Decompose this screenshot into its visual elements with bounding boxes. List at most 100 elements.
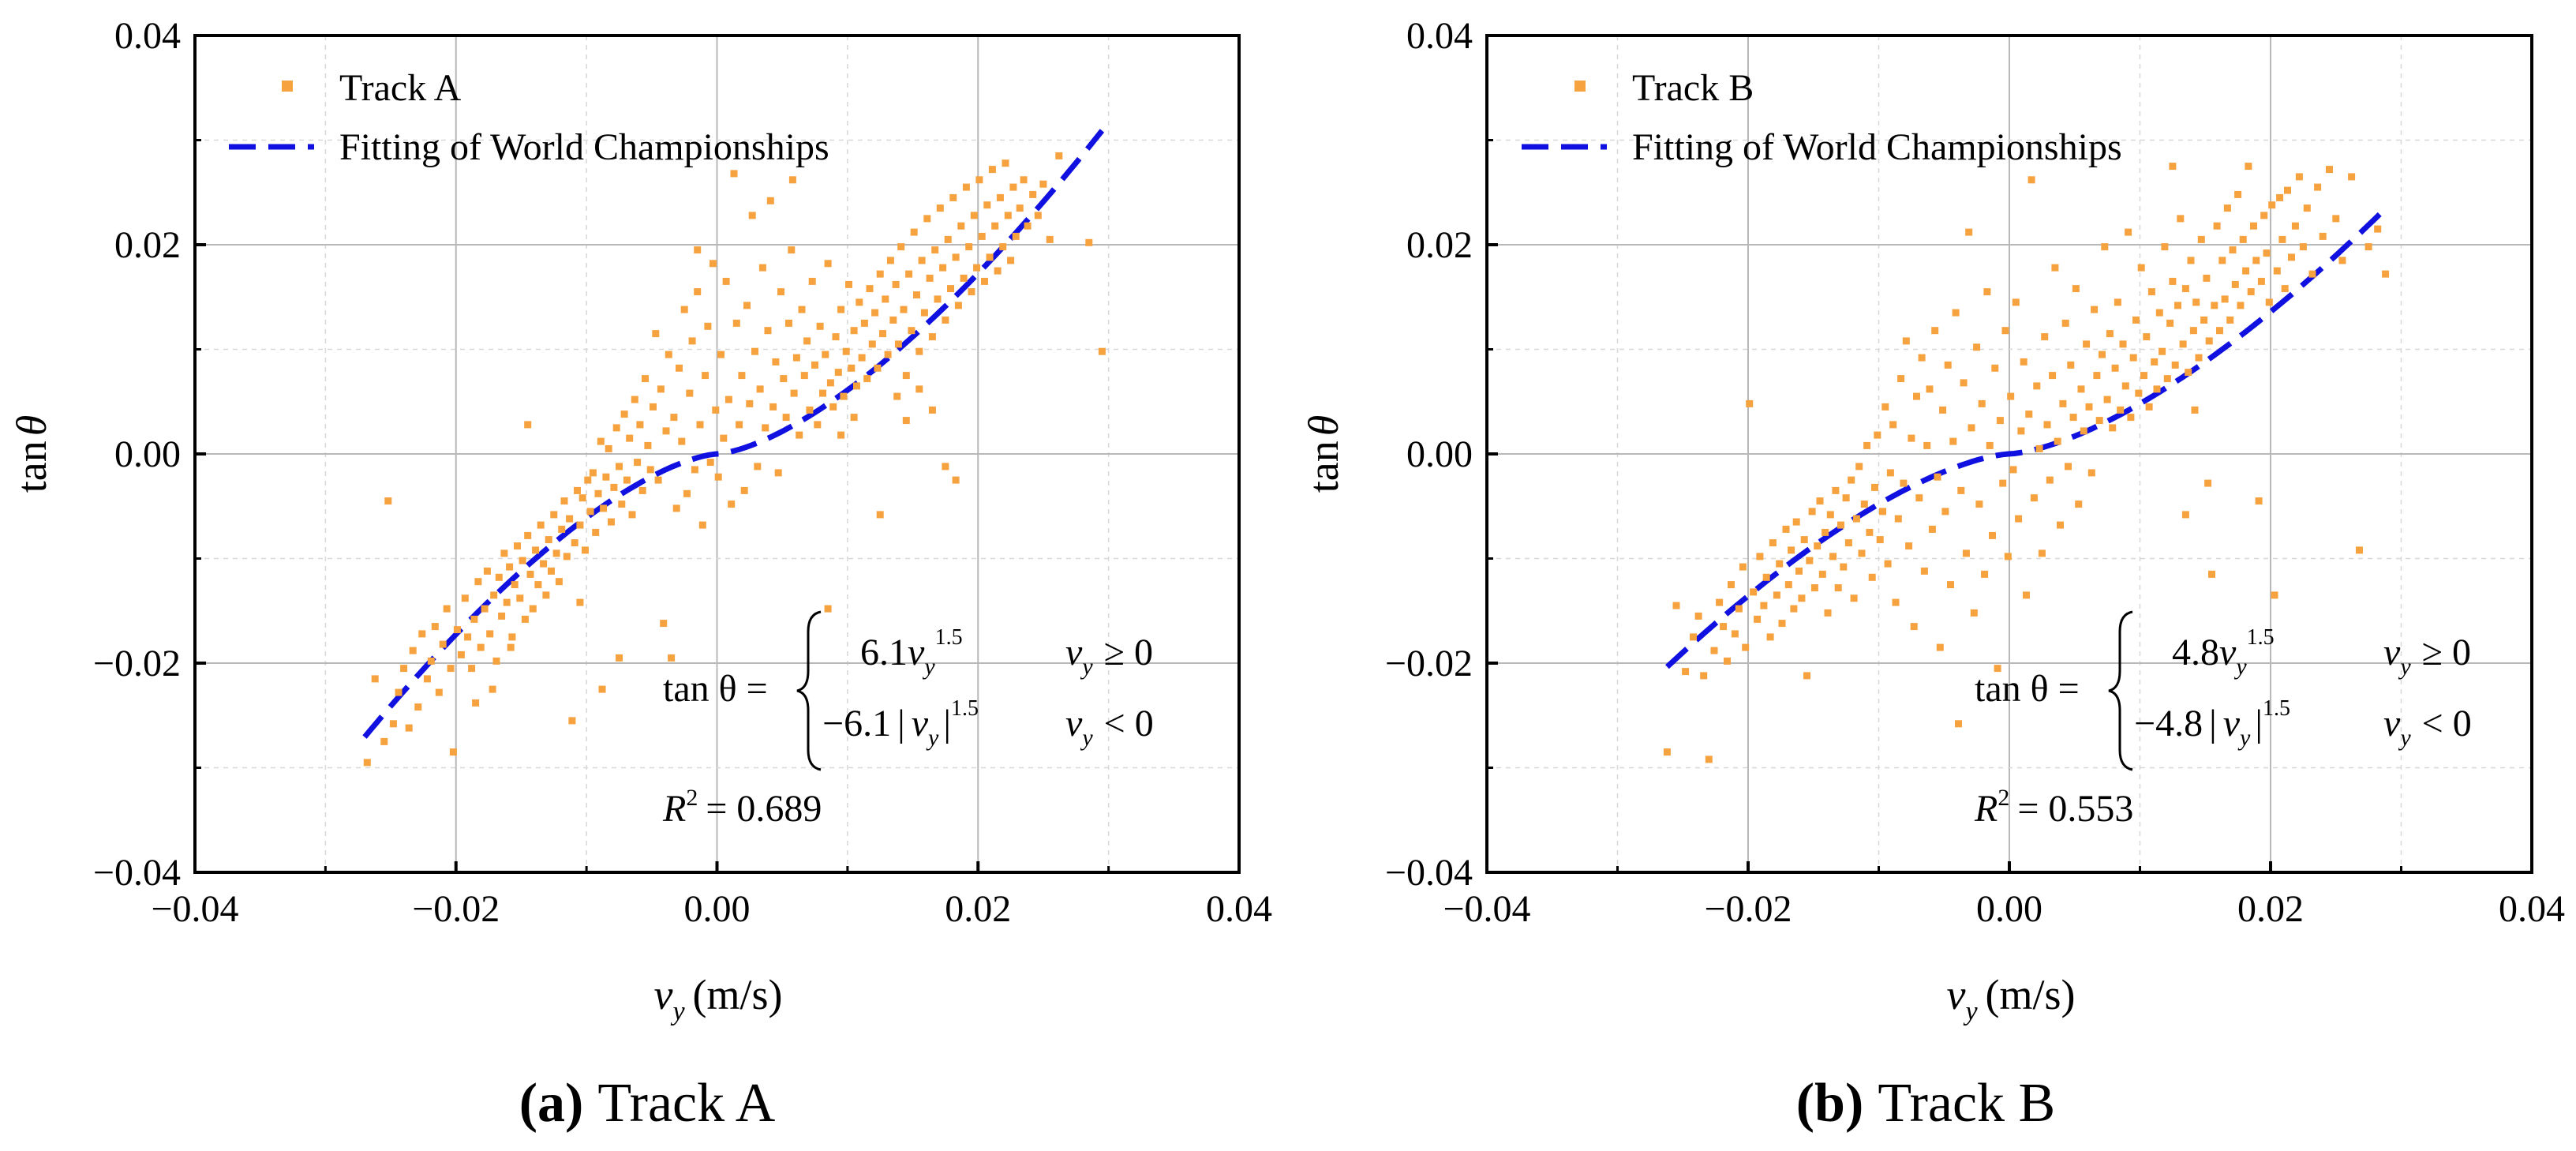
data-point-b — [2276, 193, 2284, 201]
data-point-b — [2059, 399, 2067, 407]
data-point-a — [894, 340, 902, 348]
data-point-a — [822, 351, 829, 358]
data-point-a — [774, 469, 782, 477]
equation-lhs-a: tan θ = — [663, 668, 768, 710]
data-point-b — [2166, 319, 2174, 327]
y-tick-label-b: 0.04 — [1406, 15, 1473, 57]
data-point-a — [796, 431, 803, 439]
scatter-points-a — [363, 152, 1106, 767]
data-point-a — [526, 570, 534, 578]
data-point-a — [668, 654, 676, 662]
data-point-a — [423, 675, 431, 683]
data-point-a — [871, 309, 879, 317]
data-point-a — [560, 497, 568, 505]
data-point-b — [2308, 270, 2316, 278]
data-point-a — [790, 389, 798, 397]
data-point-a — [558, 525, 566, 533]
data-point-b — [1842, 494, 1850, 502]
x-tick-label-a: 0.04 — [1206, 888, 1272, 930]
data-point-b — [1860, 501, 1868, 508]
data-point-b — [1863, 441, 1871, 449]
data-point-a — [576, 521, 584, 529]
data-point-a — [481, 605, 489, 613]
data-point-a — [824, 605, 832, 613]
data-point-b — [1994, 665, 2001, 673]
data-point-b — [1826, 511, 1834, 519]
equation-neg-b: −4.8 | vy |1.5 — [2134, 696, 2290, 751]
data-point-b — [2117, 406, 2125, 414]
data-point-a — [550, 511, 558, 519]
data-point-b — [1968, 424, 1975, 432]
data-point-a — [524, 421, 532, 429]
data-point-b — [1866, 528, 1874, 536]
data-point-a — [683, 489, 691, 497]
data-point-b — [1981, 570, 1989, 578]
data-point-b — [2179, 340, 2187, 348]
data-point-b — [1858, 549, 1866, 557]
data-point-a — [552, 549, 560, 557]
data-point-a — [913, 291, 920, 299]
data-point-a — [418, 630, 426, 638]
data-point-a — [597, 437, 605, 445]
data-point-a — [876, 511, 884, 519]
data-point-b — [1784, 581, 1792, 589]
data-point-a — [905, 270, 913, 278]
data-point-a — [819, 389, 826, 397]
data-point-a — [503, 598, 511, 606]
data-point-a — [435, 688, 443, 696]
data-point-a — [489, 685, 496, 693]
data-point-b — [1682, 668, 1690, 676]
data-point-b — [1855, 463, 1863, 471]
y-tick-label-a: −0.04 — [93, 852, 181, 894]
data-point-b — [2291, 222, 2299, 230]
equation-cond-pos-a: vy ≥ 0 — [1065, 632, 1153, 680]
data-point-b — [2273, 267, 2281, 275]
data-point-a — [704, 322, 712, 330]
data-point-b — [2231, 280, 2239, 288]
data-point-a — [834, 369, 842, 377]
data-point-a — [642, 375, 649, 383]
data-point-a — [409, 647, 417, 654]
data-point-a — [691, 466, 698, 474]
data-point-b — [1905, 542, 1913, 550]
data-point-a — [994, 267, 1002, 275]
data-point-a — [746, 399, 754, 407]
data-point-b — [1837, 521, 1844, 529]
data-point-b — [2245, 163, 2252, 171]
data-point-b — [2001, 327, 2009, 335]
data-point-a — [710, 260, 717, 268]
fit-line-a — [362, 129, 1105, 739]
data-point-b — [2109, 424, 2117, 432]
data-point-b — [1694, 612, 1702, 620]
data-point-a — [889, 316, 897, 324]
data-point-b — [2204, 479, 2212, 487]
data-point-b — [2155, 309, 2163, 317]
data-point-a — [698, 521, 706, 529]
data-point-a — [882, 295, 889, 303]
data-point-b — [2171, 361, 2179, 369]
data-point-b — [1915, 494, 1923, 502]
data-point-b — [1720, 623, 1728, 631]
data-point-a — [837, 306, 845, 313]
equation-pos-a: 6.1vy1.5 — [860, 625, 963, 680]
data-point-a — [902, 372, 910, 380]
data-point-a — [506, 563, 514, 571]
data-point-a — [845, 280, 852, 288]
data-point-b — [2121, 382, 2129, 390]
data-point-a — [981, 277, 988, 285]
data-point-b — [2119, 340, 2127, 348]
data-point-b — [1808, 508, 1816, 516]
data-point-a — [720, 434, 728, 442]
data-point-b — [1884, 560, 1892, 568]
data-point-b — [2147, 288, 2155, 296]
data-point-a — [876, 270, 884, 278]
data-point-b — [1700, 672, 1708, 680]
data-point-a — [586, 508, 594, 516]
data-point-a — [965, 243, 973, 251]
data-point-a — [730, 170, 738, 178]
data-point-a — [371, 675, 379, 683]
data-point-a — [934, 295, 942, 303]
data-point-a — [605, 444, 612, 452]
data-point-b — [1762, 573, 1770, 581]
